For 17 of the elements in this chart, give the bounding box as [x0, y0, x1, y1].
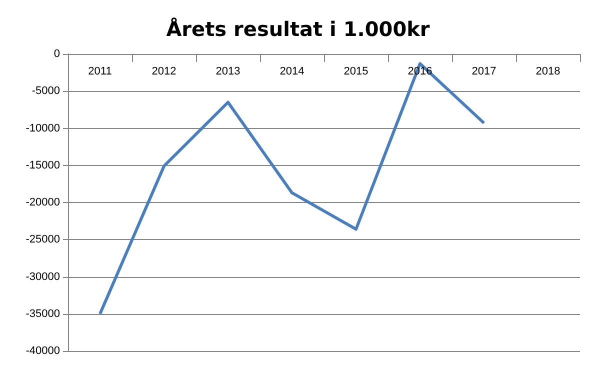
x-tick-label: 2018 [536, 66, 560, 78]
x-tick-label: 2017 [472, 66, 496, 78]
y-tick-label: -40000 [26, 345, 60, 357]
y-tick-label: -30000 [26, 270, 60, 283]
y-tick-label: -35000 [26, 308, 60, 320]
x-tick-label: 2014 [280, 66, 304, 78]
y-tick-label: -25000 [26, 234, 60, 246]
chart-title: Årets resultat i 1.000kr [166, 17, 430, 41]
y-tick-label: -5000 [32, 85, 60, 98]
x-tick-label: 2013 [216, 66, 240, 78]
x-tick-label: 2015 [344, 66, 368, 78]
y-tick-label: 0 [54, 48, 60, 60]
y-tick-label: -20000 [26, 196, 60, 208]
x-tick-label: 2012 [152, 66, 176, 78]
y-tick-label: -10000 [26, 122, 60, 134]
y-tick-label: -15000 [26, 159, 60, 172]
x-tick-label: 2011 [88, 66, 112, 78]
